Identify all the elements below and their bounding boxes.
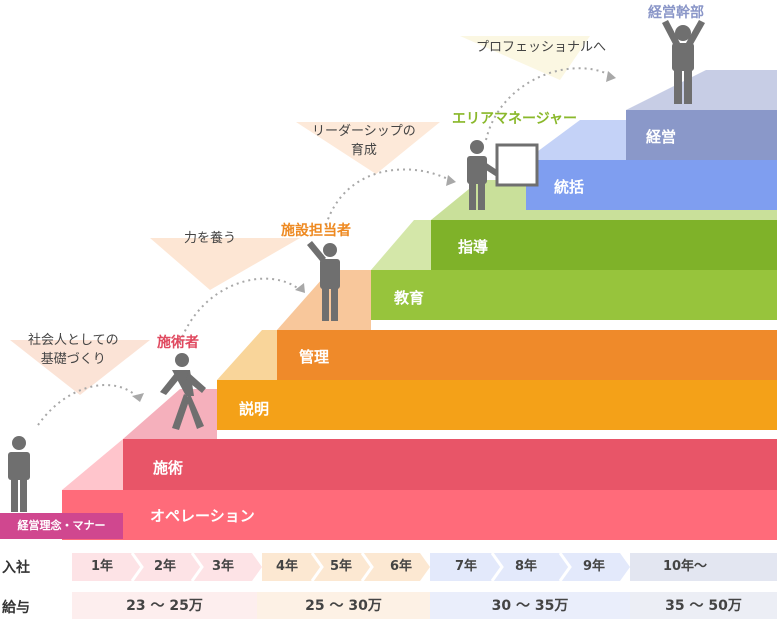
base-tag: 経営理念・マナー [0,513,123,539]
step-top-keiei [626,70,777,110]
arrow-3 [325,168,451,226]
arrow-2 [177,277,301,349]
note-kiso-line2: 基礎づくり [40,352,106,367]
step-shido-label: 指導 [458,238,489,256]
pay-band-pink [72,592,257,619]
role-kanbu: 経営幹部 [648,5,704,21]
note-chikara: 力を養う [184,231,237,246]
person-icon-walking [160,353,206,430]
arrow-4 [485,67,611,141]
step-operation-label: オペレーション [150,507,255,525]
arrowhead-2 [295,283,305,293]
step-top-sejutsu [123,389,217,439]
note-triangle-2 [150,238,300,290]
step-setsumei-block [217,380,777,430]
arrowhead-4 [606,71,616,82]
pay-range-2: 25 〜 30万 [305,598,382,614]
step-kyoiku-label: 教育 [394,289,425,307]
note-kiso-line1: 社会人としての [28,333,119,348]
step-top-setsumei [217,330,277,380]
arrow-1 [37,384,141,426]
step-tokatsu-block [526,160,777,210]
arrowhead-3 [446,175,456,186]
step-shido-block [431,220,777,270]
role-area: エリアマネージャー [452,111,578,127]
year-6: 6年 [389,559,413,574]
step-top-tokatsu [526,120,626,160]
pay-range-3: 30 〜 35万 [491,598,569,614]
pay-band-slate [630,592,777,619]
year-band-pink [72,553,262,581]
pay-range-4: 35 〜 50万 [665,598,742,614]
year-7: 7年 [454,559,478,574]
note-leader-line1: リーダーシップの [312,124,416,139]
role-sejutsusha: 施術者 [157,335,199,351]
step-kanri-block [277,330,777,380]
arrowhead-1 [132,393,144,402]
year-1: 1年 [90,559,114,574]
year-10: 10年〜 [662,559,708,574]
note-pro: プロフェッショナルへ [476,40,607,55]
entry-row-header: 入社 [2,560,30,576]
pay-band-blue [430,592,630,619]
step-keiei-label: 経営 [646,128,677,146]
step-top-kyoiku [371,220,431,270]
year-5: 5年 [329,559,353,574]
step-sejutsu-label: 施術 [153,459,184,477]
pay-range-1: 23 〜 25万 [126,598,203,614]
step-tokatsu-label: 統括 [554,178,585,196]
role-shisetsu: 施設担当者 [281,223,351,239]
step-operation-block [62,490,777,540]
step-keiei-block [626,110,777,160]
note-leader: リーダーシップの 育成 [312,122,416,160]
step-sejutsu-block [123,439,777,490]
step-kanri-label: 管理 [299,348,330,366]
step-setsumei-label: 説明 [239,400,270,418]
year-band-blue [430,553,630,581]
person-icon-pointing [307,241,340,321]
step-kyoiku-block [371,270,777,320]
note-triangle-3 [296,122,440,174]
note-triangle-1 [10,340,150,395]
year-8: 8年 [514,559,538,574]
note-leader-line2: 育成 [350,143,377,158]
year-4: 4年 [275,559,299,574]
year-2: 2年 [153,559,177,574]
year-band-slate [630,553,777,581]
note-triangle-4 [460,36,590,80]
person-icon-entry [8,436,30,512]
whiteboard-icon [495,143,539,187]
pay-band-orange [257,592,430,619]
pay-row-header: 給与 [2,600,30,616]
note-kiso: 社会人としての 基礎づくり [28,331,119,369]
step-top-operation [62,439,123,490]
person-icon-cheering [662,20,705,104]
year-band-orange [262,553,430,581]
year-3: 3年 [211,559,235,574]
year-9: 9年 [582,559,606,574]
